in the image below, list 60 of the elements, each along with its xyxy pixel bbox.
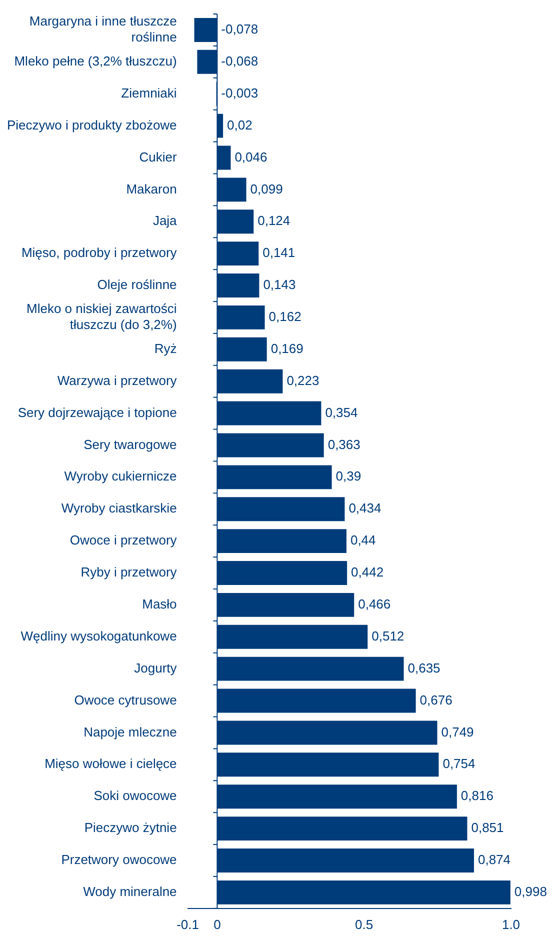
data-label: 0,143 <box>263 277 296 292</box>
y-tick-label: Wyroby ciastkarskie <box>61 500 177 516</box>
y-tick-label: Warzywa i przetwory <box>57 372 178 388</box>
data-label: 0,099 <box>250 181 283 196</box>
data-label: 0,466 <box>358 596 391 612</box>
data-label: 0,434 <box>348 500 382 516</box>
data-label: -0,003 <box>221 85 258 100</box>
y-tick-label: Mięso, podroby i przetwory <box>21 245 178 260</box>
y-tick-label: Mleko o niskiej zawartości tłuszczu (do 3,2%) <box>26 301 177 332</box>
y-tick-label: Mięso wołowe i cielęce <box>44 756 177 772</box>
y-tick-label: Jogurty <box>134 660 178 676</box>
data-label: 0,39 <box>336 468 362 484</box>
y-tick-label: Wędliny wysokogatunkowe <box>20 628 177 644</box>
data-label: -0,078 <box>221 22 258 37</box>
data-label: -0,068 <box>221 53 258 68</box>
y-tick-label: Masło <box>142 596 177 612</box>
x-tick-label: 1.0 <box>502 916 520 932</box>
data-label: 0,02 <box>227 117 252 132</box>
y-tick-label: Oleje roślinne <box>97 277 177 292</box>
y-tick-label: Pieczywo i produkty zbożowe <box>6 117 177 132</box>
data-label: 0,363 <box>328 436 360 452</box>
x-tick-label: -0.1 <box>176 916 200 932</box>
y-tick-label: Cukier <box>139 149 178 164</box>
y-tick-label: Sery twarogowe <box>84 436 177 452</box>
data-label: 0,124 <box>258 213 290 228</box>
y-tick-label: Przetwory owocowe <box>61 852 177 868</box>
data-label: 0,442 <box>351 564 384 580</box>
x-tick-label: 0 <box>214 916 221 932</box>
data-label: 0,512 <box>372 628 404 644</box>
data-label: 0,874 <box>478 852 511 868</box>
data-label: 0,816 <box>460 788 494 804</box>
y-tick-label: Jaja <box>152 213 178 228</box>
data-label: 0,046 <box>234 149 268 164</box>
data-label: 0,44 <box>350 532 376 548</box>
data-label: 0,998 <box>514 884 547 900</box>
data-label: 0,851 <box>471 820 504 836</box>
y-tick-label: Wyroby cukiernicze <box>64 468 177 484</box>
y-tick-label: Ryż <box>154 340 177 356</box>
data-label: 0,354 <box>325 404 358 420</box>
data-label: 0,162 <box>268 309 302 324</box>
y-tick-label: Makaron <box>126 181 177 196</box>
data-label: 0,169 <box>270 340 304 356</box>
y-tick-label: Owoce cytrusowe <box>74 692 177 708</box>
data-label: 0,749 <box>441 724 474 740</box>
data-label: 0,223 <box>286 372 320 388</box>
y-tick-label: Owoce i przetwory <box>70 532 178 548</box>
data-label: 0,635 <box>408 660 440 676</box>
data-label: 0,141 <box>262 245 296 260</box>
x-tick-label: 0.5 <box>355 916 374 932</box>
data-label: 0,754 <box>442 756 476 772</box>
y-tick-label: Ziemniaki <box>121 85 177 100</box>
y-tick-label: Ryby i przetwory <box>80 564 178 580</box>
y-tick-label: Napoje mleczne <box>84 724 177 740</box>
y-tick-label: Mleko pełne (3,2% tłuszczu) <box>14 53 177 68</box>
y-tick-label: Margaryna i inne tłuszcze roślinne <box>29 14 177 44</box>
data-label: 0,676 <box>420 692 452 708</box>
y-tick-label: Soki owocowe <box>94 788 177 804</box>
y-tick-label: Sery dojrzewające i topione <box>18 404 177 420</box>
y-tick-label: Wody mineralne <box>83 884 177 900</box>
y-tick-label: Pieczywo żytnie <box>84 820 177 836</box>
